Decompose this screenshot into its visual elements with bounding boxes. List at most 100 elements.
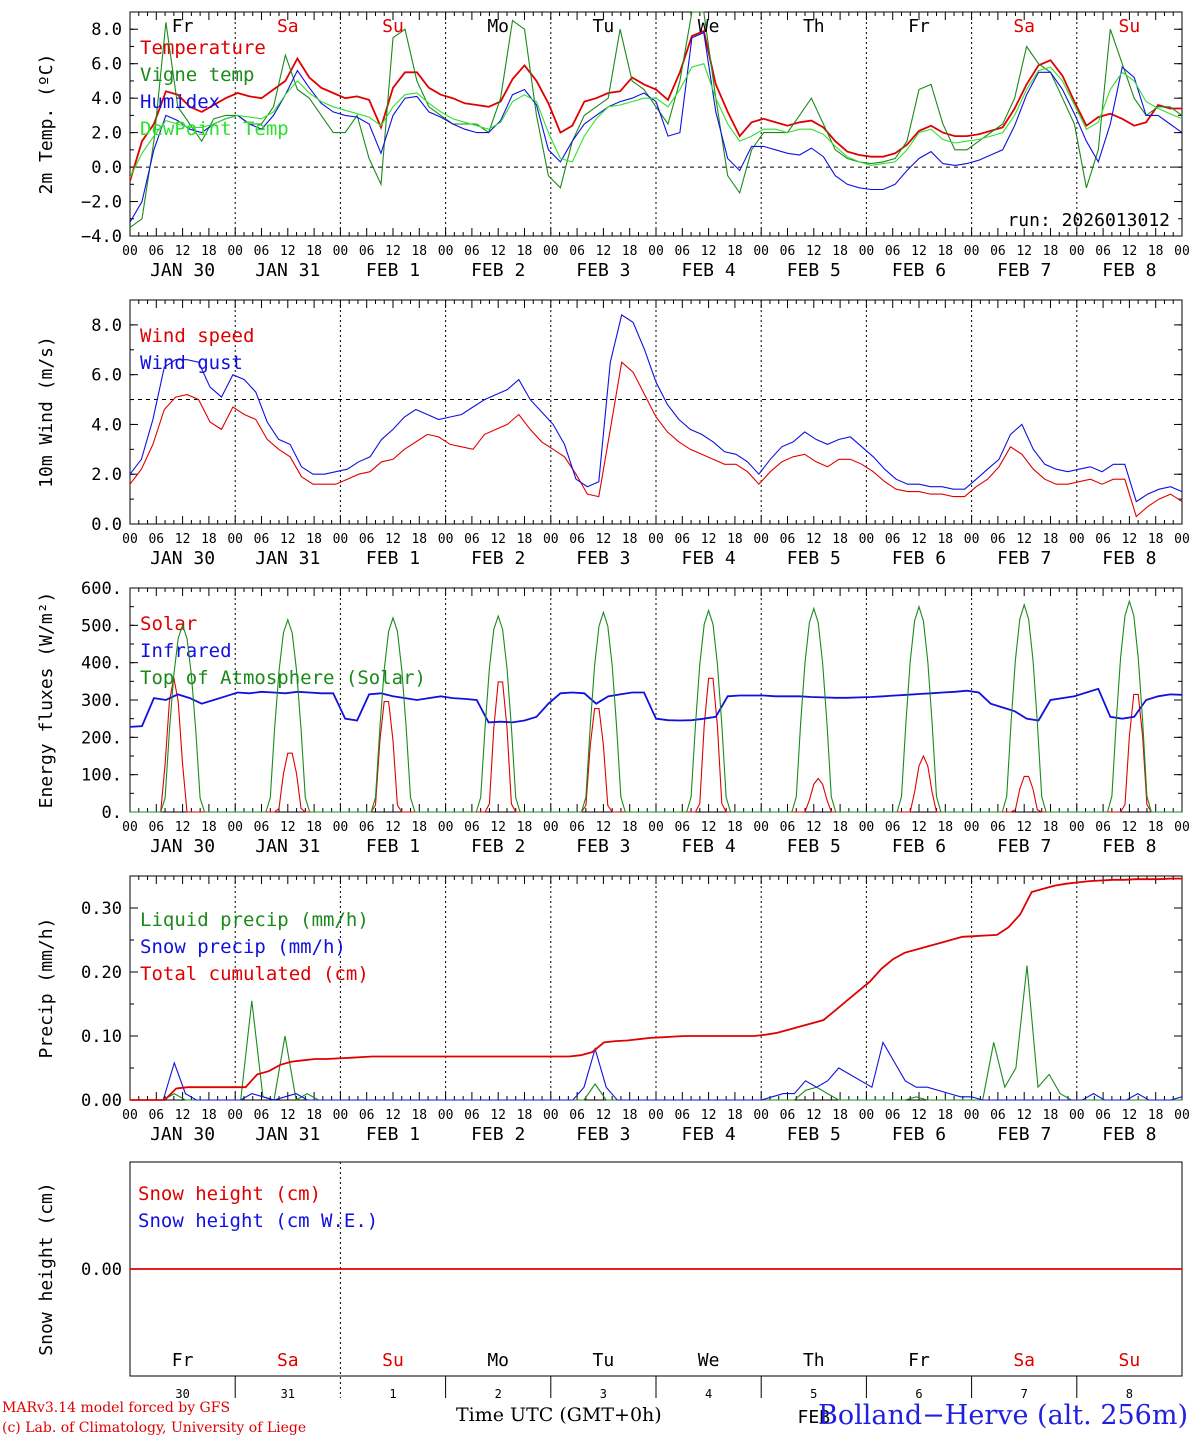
hour-tick-label: 12 xyxy=(701,820,717,835)
hour-tick-label: 12 xyxy=(175,820,191,835)
hour-tick-label: 00 xyxy=(964,1108,980,1123)
y-tick-label: 8.0 xyxy=(91,316,122,336)
bottom-day-label: Th xyxy=(803,1350,825,1371)
date-label: FEB 6 xyxy=(892,1124,946,1145)
top-day-label: Su xyxy=(1119,16,1141,37)
y-tick-label: 0.00 xyxy=(81,1260,122,1280)
hour-tick-label: 18 xyxy=(622,244,638,259)
hour-tick-label: 18 xyxy=(622,532,638,547)
hour-tick-label: 00 xyxy=(543,820,559,835)
bottom-day-label: Fr xyxy=(908,1350,930,1371)
station-title: Bolland−Herve (alt. 256m) xyxy=(818,1400,1188,1431)
y-tick-label: 200. xyxy=(81,728,122,748)
hour-tick-label: 12 xyxy=(1122,820,1138,835)
legend-wind-speed: Wind speed xyxy=(140,325,254,347)
hour-tick-label: 12 xyxy=(280,1108,296,1123)
legend-snow-precip-mm-h: Snow precip (mm/h) xyxy=(140,936,346,958)
date-label: FEB 5 xyxy=(787,260,841,281)
y-tick-label: 0.0 xyxy=(91,515,122,535)
date-label: FEB 6 xyxy=(892,548,946,569)
legend-snow-height-cm: Snow height (cm) xyxy=(138,1183,321,1205)
hour-tick-label: 00 xyxy=(648,1108,664,1123)
hour-tick-label: 00 xyxy=(333,1108,349,1123)
hour-tick-label: 00 xyxy=(227,244,243,259)
date-label: FEB 2 xyxy=(471,548,525,569)
hour-tick-label: 18 xyxy=(832,244,848,259)
date-label: JAN 31 xyxy=(255,836,320,857)
hour-tick-label: 06 xyxy=(569,820,585,835)
hour-tick-label: 12 xyxy=(701,244,717,259)
hour-tick-label: 00 xyxy=(333,244,349,259)
hour-tick-label: 00 xyxy=(543,532,559,547)
hour-tick-label: 06 xyxy=(1095,820,1111,835)
hour-tick-label: 06 xyxy=(780,532,796,547)
hour-tick-label: 12 xyxy=(175,532,191,547)
hour-tick-label: 00 xyxy=(1069,1108,1085,1123)
hour-tick-label: 00 xyxy=(859,1108,875,1123)
date-label: FEB 8 xyxy=(1102,1124,1156,1145)
date-label: JAN 30 xyxy=(150,548,215,569)
date-label: FEB 6 xyxy=(892,836,946,857)
hour-tick-label: 18 xyxy=(411,532,427,547)
date-label: FEB 3 xyxy=(576,548,630,569)
legend-infrared: Infrared xyxy=(140,640,232,662)
hour-tick-label: 06 xyxy=(569,532,585,547)
date-label: FEB 3 xyxy=(576,260,630,281)
legend-total-cumulated-cm: Total cumulated (cm) xyxy=(140,963,369,985)
series-line-infrared xyxy=(129,687,1183,728)
series-line-wind-speed xyxy=(129,361,1183,518)
hour-tick-label: 00 xyxy=(1069,820,1085,835)
hour-tick-label: 18 xyxy=(727,244,743,259)
date-label: FEB 8 xyxy=(1102,548,1156,569)
hour-tick-label: 12 xyxy=(1122,244,1138,259)
y-axis-label: Energy fluxes (W/m²) xyxy=(36,592,57,809)
y-tick-label: −2.0 xyxy=(81,193,122,213)
hour-tick-label: 00 xyxy=(122,820,138,835)
hour-tick-label: 18 xyxy=(201,532,217,547)
hour-tick-label: 12 xyxy=(280,532,296,547)
hour-tick-label: 00 xyxy=(753,1108,769,1123)
date-label: JAN 31 xyxy=(255,548,320,569)
hour-tick-label: 18 xyxy=(517,820,533,835)
hour-tick-label: 12 xyxy=(806,820,822,835)
hour-tick-label: 12 xyxy=(596,820,612,835)
legend-liquid-precip-mm-h: Liquid precip (mm/h) xyxy=(140,909,369,931)
hour-tick-label: 12 xyxy=(1122,1108,1138,1123)
hour-tick-label: 06 xyxy=(780,244,796,259)
hour-tick-label: 12 xyxy=(596,1108,612,1123)
hour-tick-label: 00 xyxy=(964,532,980,547)
bottom-day-number: 30 xyxy=(175,1387,189,1401)
hour-tick-label: 00 xyxy=(122,1108,138,1123)
series-line-temperature xyxy=(129,29,1182,182)
bottom-day-number: 7 xyxy=(1021,1387,1028,1401)
bottom-day-number: 2 xyxy=(495,1387,502,1401)
y-axis-label: 2m Temp. (ºC) xyxy=(36,54,57,195)
date-label: FEB 3 xyxy=(576,1124,630,1145)
hour-tick-label: 00 xyxy=(1174,244,1190,259)
date-label: FEB 2 xyxy=(471,260,525,281)
legend-humidex: Humidex xyxy=(140,91,220,113)
series-line-top-of-atmosphere-solar xyxy=(130,599,1182,813)
hour-tick-label: 18 xyxy=(832,820,848,835)
hour-tick-label: 00 xyxy=(438,1108,454,1123)
y-tick-label: 6.0 xyxy=(91,55,122,75)
hour-tick-label: 12 xyxy=(911,532,927,547)
hour-tick-label: 18 xyxy=(937,532,953,547)
hour-tick-label: 00 xyxy=(543,244,559,259)
legend-temperature: Temperature xyxy=(140,37,266,59)
hour-tick-label: 06 xyxy=(885,532,901,547)
bottom-day-number: 31 xyxy=(281,1387,295,1401)
hour-tick-label: 12 xyxy=(280,244,296,259)
hour-tick-label: 18 xyxy=(727,532,743,547)
series-line-total-cumulated-cm xyxy=(130,877,1182,1101)
hour-tick-label: 06 xyxy=(780,1108,796,1123)
hour-tick-label: 00 xyxy=(1174,1108,1190,1123)
hour-tick-label: 06 xyxy=(464,532,480,547)
y-axis-label: 10m Wind (m/s) xyxy=(36,336,57,488)
hour-tick-label: 06 xyxy=(674,244,690,259)
hour-tick-label: 06 xyxy=(254,820,270,835)
hour-tick-label: 18 xyxy=(306,244,322,259)
hour-tick-label: 12 xyxy=(911,244,927,259)
date-label: FEB 3 xyxy=(576,836,630,857)
hour-tick-label: 12 xyxy=(1016,1108,1032,1123)
